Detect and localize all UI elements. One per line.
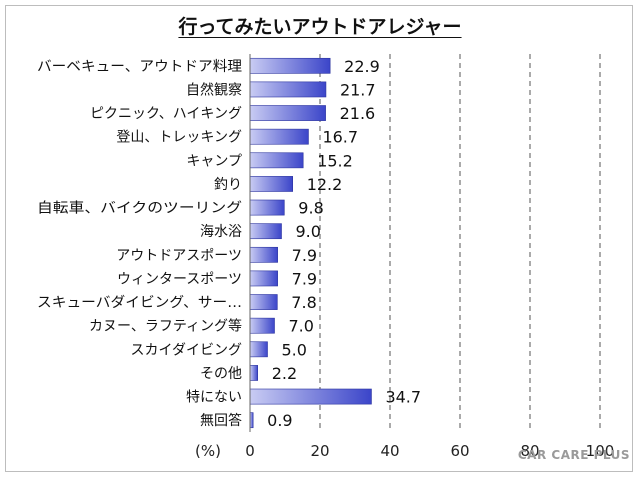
bar <box>249 152 304 169</box>
category-label: 特にない <box>186 390 242 406</box>
value-label: 34.7 <box>385 388 421 407</box>
x-tick-label: 40 <box>380 442 399 460</box>
value-label: 16.7 <box>322 128 358 147</box>
value-label: 22.9 <box>344 57 380 76</box>
bar <box>249 341 268 358</box>
bar <box>249 365 258 381</box>
value-label: 12.2 <box>307 175 343 194</box>
value-label: 15.2 <box>317 151 353 170</box>
category-label: 無回答 <box>200 412 242 429</box>
chart-title: 行ってみたいアウトドアレジャー <box>178 16 462 38</box>
value-label: 0.9 <box>267 411 292 430</box>
value-label: 7.9 <box>292 269 317 288</box>
bar <box>249 57 331 74</box>
bar <box>249 223 282 240</box>
value-label: 9.0 <box>296 222 321 241</box>
x-tick-label: 100 <box>586 442 615 460</box>
value-label: 5.0 <box>282 340 307 359</box>
category-label: 釣り <box>214 177 242 193</box>
category-label: スキューバダイビング、サー… <box>37 295 242 311</box>
bar <box>249 199 285 216</box>
x-tick-label: 20 <box>310 442 329 460</box>
bar <box>249 128 309 145</box>
bar <box>249 176 294 192</box>
category-label: スカイダイビング <box>131 342 242 358</box>
x-tick-label: 0 <box>245 442 255 460</box>
value-label: 7.8 <box>291 293 316 312</box>
value-label: 7.0 <box>289 317 314 336</box>
bar <box>249 388 372 405</box>
x-tick-label: 60 <box>450 442 469 460</box>
unit-label: (%) <box>195 442 221 460</box>
bar <box>249 294 278 310</box>
category-label: バーベキュー、アウトドア料理 <box>37 59 242 75</box>
category-label: 自然観察 <box>186 81 242 98</box>
bar <box>249 246 278 263</box>
value-label: 9.8 <box>298 199 323 218</box>
category-label: カヌー、ラフティング等 <box>89 318 242 335</box>
category-label: 登山、トレッキング <box>116 130 242 146</box>
value-label: 7.9 <box>292 246 317 265</box>
category-label: ウィンタースポーツ <box>117 271 242 287</box>
x-tick-label: 80 <box>520 442 539 460</box>
category-label: 自転車、バイクのツーリング <box>37 200 242 217</box>
category-label: キャンプ <box>186 153 242 169</box>
category-label: その他 <box>200 366 242 382</box>
bar <box>249 317 275 334</box>
bar <box>249 270 278 287</box>
value-label: 21.7 <box>340 80 376 99</box>
bar <box>249 105 326 121</box>
watermark: CAR CARE PLUS <box>517 448 630 462</box>
value-label: 21.6 <box>340 104 376 123</box>
category-label: 海水浴 <box>200 224 242 240</box>
category-label: ピクニック、ハイキング <box>90 106 242 122</box>
chart-frame <box>5 5 633 472</box>
category-label: アウトドアスポーツ <box>116 248 242 264</box>
value-label: 2.2 <box>272 364 297 383</box>
bar <box>249 81 327 98</box>
